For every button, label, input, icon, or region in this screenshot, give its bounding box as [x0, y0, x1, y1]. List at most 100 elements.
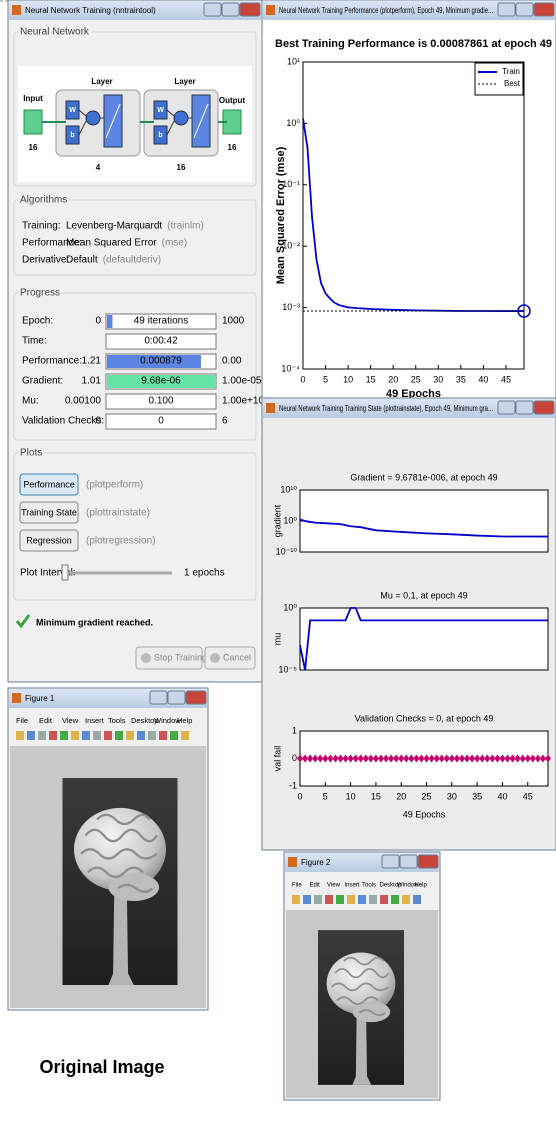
progress-label: Mu:: [22, 396, 39, 407]
x-tick-label: 5: [323, 791, 328, 801]
maximize-button[interactable]: [516, 3, 533, 16]
status-message: Minimum gradient reached.: [36, 617, 153, 627]
layer-size: 16: [177, 163, 186, 172]
toolbar-icon[interactable]: [347, 895, 355, 904]
layer-label: Layer: [91, 77, 112, 86]
toolbar-icon[interactable]: [369, 895, 377, 904]
progress-end: 1.00e-05: [222, 376, 262, 387]
toolbar-icon[interactable]: [325, 895, 333, 904]
toolbar-icon[interactable]: [38, 731, 46, 740]
progress-label: Performance:: [22, 356, 82, 367]
toolbar-icon[interactable]: [60, 731, 68, 740]
window-icon: [12, 5, 21, 15]
action-button-label[interactable]: Cancel: [223, 652, 251, 662]
group-heading: Neural Network: [20, 27, 90, 38]
action-icon: [141, 653, 151, 663]
maximize-button[interactable]: [222, 3, 239, 16]
toolbar-icon[interactable]: [126, 731, 134, 740]
progress-end: 1000: [222, 316, 245, 327]
toolbar-icon[interactable]: [137, 731, 145, 740]
plot-button-label[interactable]: Performance: [23, 479, 75, 489]
close-button[interactable]: [186, 691, 206, 704]
close-button[interactable]: [534, 3, 554, 16]
image: [318, 930, 404, 1085]
window-title: Neural Network Training Training State (…: [279, 404, 493, 413]
toolbar-icon[interactable]: [170, 731, 178, 740]
progress-start: 0: [95, 416, 101, 427]
plot-button-label[interactable]: Training State: [21, 507, 77, 517]
action-button-label[interactable]: Stop Training: [154, 652, 207, 662]
minimize-button[interactable]: [498, 401, 515, 414]
minimize-button[interactable]: [382, 855, 399, 868]
toolbar-icon[interactable]: [71, 731, 79, 740]
x-tick-label: 35: [456, 374, 466, 384]
layer-size: 4: [96, 163, 101, 172]
minimize-button[interactable]: [498, 3, 515, 16]
toolbar-icon[interactable]: [82, 731, 90, 740]
x-tick-label: 10: [343, 374, 353, 384]
y-axis-label: mu: [272, 633, 282, 646]
toolbar-icon[interactable]: [181, 731, 189, 740]
group-heading: Algorithms: [20, 195, 67, 206]
toolbar-icon[interactable]: [93, 731, 101, 740]
toolbar-icon[interactable]: [148, 731, 156, 740]
toolbar-icon[interactable]: [159, 731, 167, 740]
toolbar-icon[interactable]: [358, 895, 366, 904]
menu-item[interactable]: Edit: [310, 883, 321, 889]
close-button[interactable]: [534, 401, 554, 414]
toolbar-icon[interactable]: [391, 895, 399, 904]
menu-item[interactable]: Insert: [345, 883, 360, 889]
toolbar-icon[interactable]: [115, 731, 123, 740]
toolbar-icon[interactable]: [292, 895, 300, 904]
toolbar-icon[interactable]: [413, 895, 421, 904]
menu-item[interactable]: View: [62, 716, 79, 725]
layer-label: Layer: [174, 77, 195, 86]
toolbar-icon[interactable]: [303, 895, 311, 904]
y-tick-label: 10⁻³: [282, 302, 300, 312]
maximize-button[interactable]: [400, 855, 417, 868]
progress-end: 0.00: [222, 356, 242, 367]
menu-item[interactable]: File: [292, 883, 302, 889]
toolbar-icon[interactable]: [27, 731, 35, 740]
menu-item[interactable]: Help: [415, 883, 428, 889]
y-tick-label: 10⁰: [283, 602, 297, 612]
plot-function: (plottrainstate): [86, 508, 150, 519]
toolbar-icon[interactable]: [16, 731, 24, 740]
group-heading: Progress: [20, 288, 60, 299]
weight-label: W: [69, 107, 76, 114]
minimize-button[interactable]: [150, 691, 167, 704]
menu-item[interactable]: Tools: [108, 716, 126, 725]
plot-area: [303, 62, 524, 369]
x-tick-label: 45: [501, 374, 511, 384]
window-title: Figure 2: [301, 858, 331, 867]
toolbar-icon[interactable]: [402, 895, 410, 904]
close-button[interactable]: [418, 855, 438, 868]
toolbar-icon[interactable]: [336, 895, 344, 904]
input-box: [24, 110, 42, 134]
close-button[interactable]: [240, 3, 260, 16]
toolbar-icon[interactable]: [380, 895, 388, 904]
minimize-button[interactable]: [204, 3, 221, 16]
plot-button-label[interactable]: Regression: [26, 535, 72, 545]
maximize-button[interactable]: [516, 401, 533, 414]
algorithm-function: (defaultderiv): [103, 255, 161, 266]
weight-label: W: [157, 107, 164, 114]
progress-current: 9.68e-06: [141, 376, 181, 387]
toolbar-icon[interactable]: [49, 731, 57, 740]
menu-item[interactable]: Tools: [362, 883, 376, 889]
menu-item[interactable]: Insert: [85, 716, 105, 725]
menu-item[interactable]: View: [327, 883, 341, 889]
toolbar-icon[interactable]: [104, 731, 112, 740]
menu-item[interactable]: Help: [177, 716, 192, 725]
slider-thumb[interactable]: [62, 565, 68, 580]
menu-item[interactable]: Edit: [39, 716, 53, 725]
window-icon: [266, 5, 275, 15]
toolbar-icon[interactable]: [314, 895, 322, 904]
menu-item[interactable]: File: [16, 716, 28, 725]
screenshot: Neural Network Training (nntraintool)Neu…: [0, 0, 556, 1122]
x-tick-label: 25: [411, 374, 421, 384]
x-tick-label: 35: [472, 791, 482, 801]
maximize-button[interactable]: [168, 691, 185, 704]
x-tick-label: 15: [371, 791, 381, 801]
y-tick-label: 10⁻⁵: [279, 664, 298, 674]
